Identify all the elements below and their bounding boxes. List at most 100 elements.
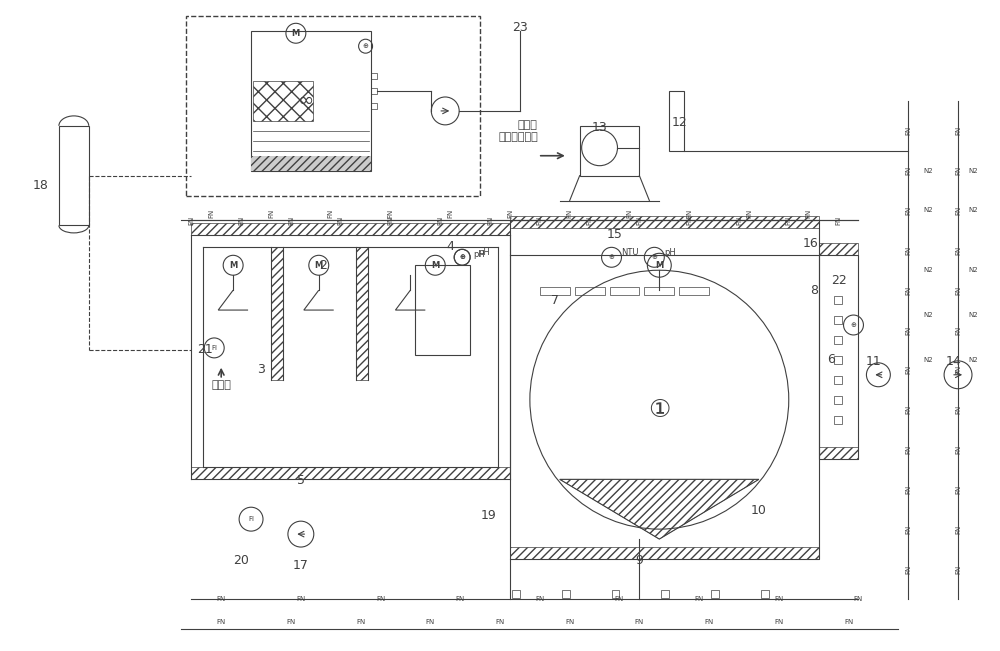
Text: FN: FN — [955, 206, 961, 215]
Text: FN: FN — [507, 209, 513, 218]
Bar — [612, 590, 619, 598]
Text: pH: pH — [478, 248, 490, 256]
Text: pH: pH — [664, 248, 676, 256]
Text: 8: 8 — [810, 284, 818, 297]
Text: FN: FN — [955, 485, 961, 494]
Text: FN: FN — [955, 445, 961, 454]
Bar — [819, 447, 858, 460]
Text: FN: FN — [626, 209, 632, 218]
Text: FN: FN — [704, 618, 714, 625]
Text: FN: FN — [955, 286, 961, 295]
Text: 19: 19 — [480, 509, 496, 522]
Text: FN: FN — [286, 618, 296, 625]
Bar — [510, 217, 819, 229]
Text: 20: 20 — [233, 554, 249, 567]
Text: FN: FN — [905, 126, 911, 135]
Text: FN: FN — [905, 286, 911, 295]
Text: FN: FN — [905, 326, 911, 335]
Bar — [580, 126, 639, 176]
Text: FN: FN — [288, 216, 294, 225]
Text: FN: FN — [955, 405, 961, 414]
Text: FN: FN — [955, 365, 961, 374]
Text: M: M — [315, 261, 323, 270]
Text: FN: FN — [387, 216, 393, 225]
Text: N2: N2 — [923, 312, 933, 318]
Text: FN: FN — [217, 618, 226, 625]
Text: FN: FN — [338, 216, 344, 225]
Text: N2: N2 — [968, 357, 978, 363]
Text: FN: FN — [567, 209, 573, 218]
Bar — [191, 467, 510, 479]
Text: 12: 12 — [671, 116, 687, 129]
Text: ⊕: ⊕ — [459, 255, 465, 260]
Text: FN: FN — [217, 596, 226, 602]
Text: FN: FN — [955, 326, 961, 335]
Text: FN: FN — [208, 209, 214, 218]
Bar — [575, 287, 605, 295]
Bar — [59, 126, 89, 225]
Bar — [540, 287, 570, 295]
Text: FN: FN — [437, 216, 443, 225]
Text: FN: FN — [774, 618, 783, 625]
Text: FN: FN — [615, 596, 624, 602]
Text: FN: FN — [905, 245, 911, 255]
Bar — [834, 376, 842, 383]
Text: FN: FN — [238, 216, 244, 225]
Text: ①: ① — [648, 398, 671, 422]
Text: 22: 22 — [831, 273, 846, 286]
Text: N2: N2 — [923, 357, 933, 363]
Text: FN: FN — [356, 618, 365, 625]
Text: FN: FN — [635, 618, 644, 625]
Text: FN: FN — [905, 485, 911, 494]
Text: FN: FN — [955, 245, 961, 255]
Text: FN: FN — [565, 618, 574, 625]
Text: FN: FN — [296, 596, 305, 602]
Bar — [371, 73, 377, 79]
Bar — [669, 91, 684, 151]
Text: 2: 2 — [319, 258, 327, 271]
Bar — [834, 396, 842, 404]
Text: FN: FN — [786, 216, 792, 225]
Text: FN: FN — [854, 596, 863, 602]
Text: FN: FN — [836, 216, 842, 225]
Text: 5: 5 — [297, 475, 305, 488]
Text: 18: 18 — [33, 179, 49, 192]
Text: FN: FN — [905, 564, 911, 574]
Bar — [644, 287, 674, 295]
Text: FN: FN — [268, 209, 274, 218]
Text: FN: FN — [905, 405, 911, 414]
Text: FN: FN — [905, 166, 911, 175]
Text: FN: FN — [746, 209, 752, 218]
Text: 6: 6 — [827, 353, 835, 367]
Text: FN: FN — [905, 445, 911, 454]
Text: N2: N2 — [923, 168, 933, 174]
Text: FN: FN — [774, 596, 783, 602]
Bar — [371, 88, 377, 94]
Text: ⊕: ⊕ — [651, 255, 657, 260]
Text: 15: 15 — [607, 229, 622, 242]
Bar — [415, 265, 470, 355]
Bar — [510, 547, 819, 559]
Bar — [834, 296, 842, 304]
Text: FN: FN — [806, 209, 812, 218]
Text: FN: FN — [955, 564, 961, 574]
Text: FN: FN — [537, 216, 543, 225]
Text: FN: FN — [955, 126, 961, 135]
Bar — [186, 16, 480, 195]
Text: FN: FN — [535, 596, 544, 602]
Text: 9: 9 — [635, 554, 643, 567]
Bar — [512, 590, 520, 598]
Text: FN: FN — [955, 525, 961, 534]
Text: FN: FN — [487, 216, 493, 225]
Text: M: M — [655, 261, 663, 270]
Text: FN: FN — [736, 216, 742, 225]
Text: FN: FN — [686, 216, 692, 225]
Text: N2: N2 — [968, 312, 978, 318]
Bar — [371, 103, 377, 109]
Text: 16: 16 — [803, 238, 819, 251]
Text: FN: FN — [587, 216, 593, 225]
Text: N2: N2 — [968, 208, 978, 214]
Text: pH: pH — [473, 250, 485, 259]
Text: FN: FN — [955, 166, 961, 175]
Text: FN: FN — [495, 618, 505, 625]
